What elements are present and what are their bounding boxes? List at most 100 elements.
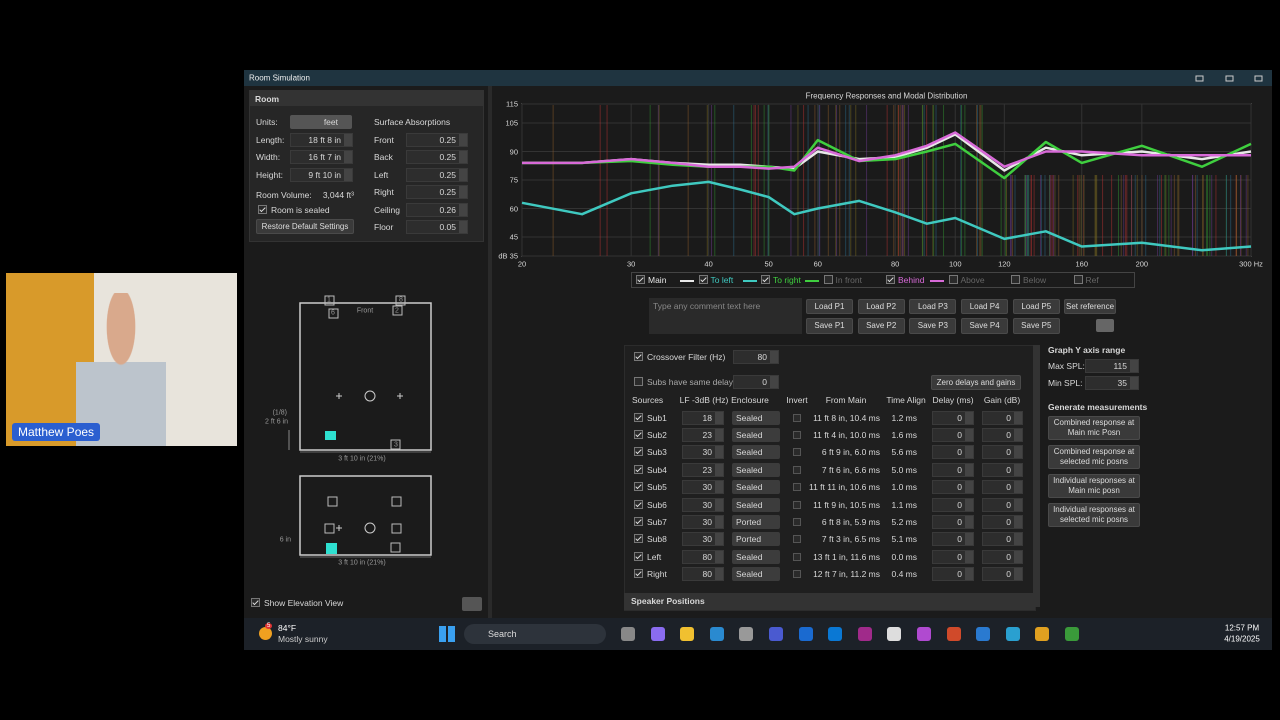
spin-box[interactable]	[682, 567, 724, 582]
taskbar-app[interactable]	[1005, 627, 1020, 641]
spin-box[interactable]	[982, 567, 1023, 582]
spin-box[interactable]	[682, 549, 724, 564]
spin-box[interactable]	[932, 410, 974, 425]
invert-checkbox[interactable]	[793, 500, 801, 509]
spin-box[interactable]	[682, 514, 724, 529]
spin-box[interactable]	[982, 445, 1023, 460]
checkbox[interactable]	[698, 275, 708, 284]
checkbox[interactable]	[634, 516, 643, 526]
spin-box[interactable]	[932, 567, 974, 582]
spin-box[interactable]	[406, 167, 468, 182]
spin-box[interactable]	[406, 150, 468, 165]
spin-box[interactable]	[406, 133, 468, 147]
taskbar-app[interactable]	[1065, 627, 1079, 641]
invert-checkbox[interactable]	[793, 430, 801, 439]
spin-box[interactable]	[982, 462, 1023, 477]
checkbox[interactable]	[258, 205, 267, 214]
enclosure-dropdown[interactable]	[732, 514, 780, 529]
invert-checkbox[interactable]	[793, 517, 801, 526]
spin-box[interactable]	[982, 480, 1023, 495]
checkbox[interactable]	[634, 534, 643, 544]
taskbar-app[interactable]	[739, 627, 754, 641]
load-button[interactable]: Load P4	[961, 299, 1009, 314]
spin-box[interactable]	[682, 445, 724, 460]
spin-box[interactable]	[290, 168, 353, 182]
comment-box[interactable]	[649, 298, 802, 334]
save-button[interactable]: Save P1	[806, 318, 853, 334]
checkbox[interactable]	[823, 275, 833, 284]
spin-box[interactable]	[682, 410, 724, 425]
zero-button[interactable]: Zero delays and gains	[931, 375, 1021, 390]
spin-box[interactable]	[932, 462, 974, 477]
taskbar-app[interactable]	[917, 627, 931, 641]
taskbar-app[interactable]	[621, 627, 635, 641]
spin-box[interactable]	[290, 150, 353, 164]
checkbox[interactable]	[634, 447, 643, 457]
checkbox[interactable]	[1073, 275, 1083, 284]
generate-button[interactable]: Combined response at Main mic Posn	[1048, 416, 1140, 440]
invert-checkbox[interactable]	[793, 552, 801, 561]
invert-checkbox[interactable]	[793, 448, 801, 457]
spin-box[interactable]	[982, 532, 1023, 547]
spin-box[interactable]	[932, 549, 974, 564]
spin-box[interactable]	[733, 375, 779, 389]
checkbox[interactable]	[1011, 275, 1020, 284]
spin-box[interactable]	[932, 427, 974, 442]
start-button[interactable]	[439, 626, 455, 642]
spin-box[interactable]	[982, 549, 1023, 564]
taskbar-app[interactable]	[680, 627, 695, 641]
spin-box[interactable]	[682, 532, 724, 547]
set-reference-button[interactable]: Set reference	[1064, 299, 1116, 314]
load-button[interactable]: Load P3	[909, 299, 957, 314]
save-button[interactable]: Save P3	[909, 318, 957, 334]
enclosure-dropdown[interactable]	[732, 480, 780, 495]
enclosure-dropdown[interactable]	[732, 549, 780, 564]
spin-box[interactable]	[932, 480, 974, 495]
checkbox[interactable]	[636, 275, 645, 284]
enclosure-dropdown[interactable]	[732, 532, 780, 547]
checkbox[interactable]	[948, 275, 958, 284]
checkbox[interactable]	[634, 499, 643, 509]
invert-checkbox[interactable]	[793, 413, 801, 422]
enclosure-dropdown[interactable]	[732, 462, 780, 477]
checkbox[interactable]	[634, 352, 643, 361]
camera-button[interactable]	[462, 597, 482, 611]
enclosure-dropdown[interactable]	[732, 445, 780, 460]
enclosure-dropdown[interactable]	[732, 497, 780, 512]
spin-box[interactable]	[932, 514, 974, 529]
spin-box[interactable]	[406, 220, 468, 234]
spin-box[interactable]	[932, 445, 974, 460]
save-button[interactable]: Save P2	[857, 318, 905, 334]
spin-box[interactable]	[733, 350, 779, 364]
checkbox[interactable]	[251, 598, 260, 607]
taskbar-app[interactable]	[650, 627, 665, 641]
save-button[interactable]: Save P5	[1012, 318, 1060, 334]
checkbox[interactable]	[634, 429, 643, 439]
taskbar-app[interactable]	[887, 627, 902, 641]
taskbar-app[interactable]	[769, 627, 783, 641]
checkbox[interactable]	[761, 275, 770, 284]
generate-button[interactable]: Individual responses at selected mic pos…	[1048, 503, 1140, 527]
spin-box[interactable]	[682, 462, 724, 477]
taskbar-app[interactable]	[828, 627, 843, 641]
invert-checkbox[interactable]	[793, 535, 801, 544]
checkbox[interactable]	[634, 482, 643, 492]
invert-checkbox[interactable]	[793, 483, 801, 492]
spin-box[interactable]	[982, 514, 1023, 529]
invert-checkbox[interactable]	[793, 465, 801, 474]
spin-box[interactable]	[982, 497, 1023, 512]
load-button[interactable]: Load P2	[857, 299, 905, 314]
generate-button[interactable]: Combined response at selected mic posns	[1048, 445, 1140, 469]
enclosure-dropdown[interactable]	[732, 567, 780, 582]
checkbox[interactable]	[634, 377, 643, 386]
invert-checkbox[interactable]	[793, 570, 801, 579]
spin-box[interactable]	[1085, 359, 1139, 373]
spin-box[interactable]	[406, 185, 468, 200]
spin-box[interactable]	[682, 497, 724, 512]
spin-box[interactable]	[406, 202, 468, 217]
spin-box[interactable]	[682, 480, 724, 495]
spin-box[interactable]	[682, 427, 724, 442]
checkbox[interactable]	[634, 464, 643, 474]
checkbox[interactable]	[634, 551, 643, 561]
spin-box[interactable]	[982, 427, 1023, 442]
